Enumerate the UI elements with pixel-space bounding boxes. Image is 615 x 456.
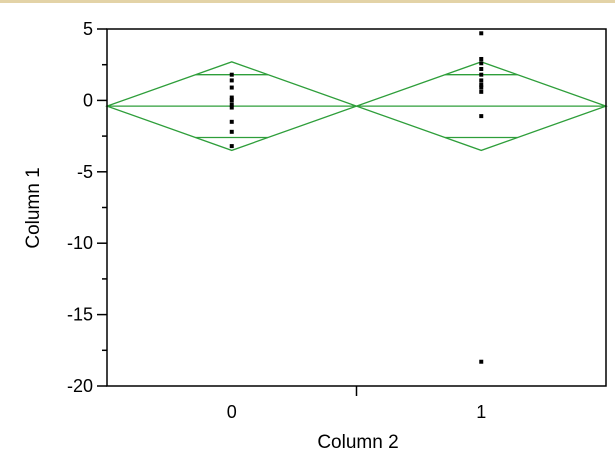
y-tick-label: 0 xyxy=(83,90,93,110)
data-point xyxy=(479,85,484,90)
data-point xyxy=(229,98,234,103)
data-point xyxy=(479,78,484,83)
data-point xyxy=(229,144,234,149)
data-point xyxy=(229,78,234,83)
data-point xyxy=(479,56,484,61)
data-point xyxy=(229,105,234,110)
y-tick-label: 5 xyxy=(83,19,93,39)
data-point xyxy=(479,61,484,66)
data-point xyxy=(479,114,484,119)
plot-area-border xyxy=(106,28,607,387)
data-point xyxy=(479,89,484,94)
data-point xyxy=(479,66,484,71)
y-tick-label: -20 xyxy=(67,376,93,396)
data-point xyxy=(229,85,234,90)
y-tick-label: -5 xyxy=(77,162,93,182)
x-axis-title: Column 2 xyxy=(317,432,398,453)
y-axis-ticks: 5 0 -5 -10 -15 -20 xyxy=(67,19,107,396)
x-tick-label: 1 xyxy=(476,402,486,422)
data-point xyxy=(229,102,234,107)
data-point xyxy=(479,82,484,87)
data-points xyxy=(229,31,484,364)
means-diamonds xyxy=(105,61,608,152)
data-point xyxy=(229,129,234,134)
x-tick-label: 0 xyxy=(227,402,237,422)
data-point xyxy=(479,72,484,77)
data-point xyxy=(229,95,234,100)
y-axis-title: Column 1 xyxy=(23,167,44,248)
data-point xyxy=(479,31,484,36)
data-point xyxy=(229,119,234,124)
y-tick-label: -15 xyxy=(67,305,93,325)
data-point xyxy=(229,72,234,77)
data-point xyxy=(479,359,484,364)
y-tick-label: -10 xyxy=(67,233,93,253)
